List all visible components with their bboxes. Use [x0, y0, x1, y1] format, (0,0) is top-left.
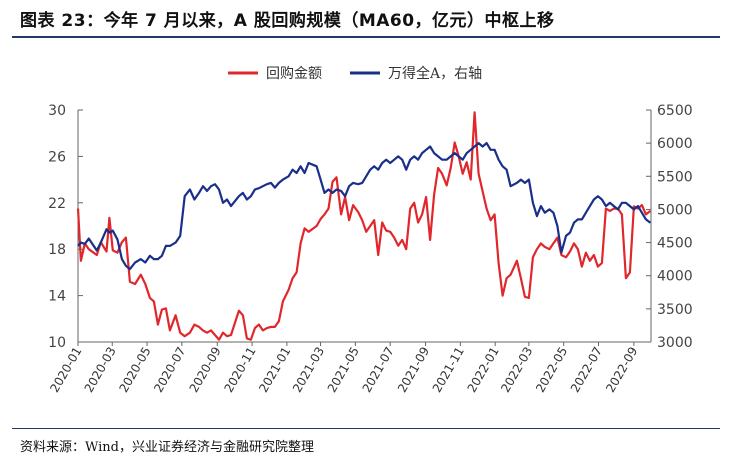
x-tick-label: 2020-11: [221, 345, 258, 395]
legend-label-repurchase: 回购金额: [266, 66, 322, 82]
y-right-tick-label: 4500: [657, 236, 693, 252]
series-layer: [76, 111, 652, 341]
x-tick-label: 2020-03: [82, 345, 119, 395]
x-tick-label: 2020-05: [116, 345, 153, 395]
x-tick-label: 2022-05: [533, 345, 570, 395]
legend-label-wind-a: 万得全A，右轴: [388, 65, 482, 82]
x-tick-label: 2021-03: [290, 345, 327, 395]
y-right-tick-label: 6000: [657, 136, 693, 152]
y-right-tick-label: 5500: [657, 169, 693, 185]
x-tick-label: 2020-09: [187, 345, 224, 395]
series-line-repurchase: [76, 111, 652, 341]
x-tick-label: 2022-01: [465, 345, 502, 395]
x-tick-label: 2022-07: [568, 345, 605, 395]
x-tick-label: 2022-09: [603, 345, 640, 395]
y-right-tick-label: 4000: [657, 269, 693, 285]
y-left-tick-label: 22: [48, 196, 66, 212]
x-tick-label: 2021-11: [430, 345, 467, 395]
x-tick-label: 2022-03: [498, 345, 535, 395]
chart-axes: 10 14 18 22 26 30 3000 3500 4000 4500 5000 5500 6000…: [47, 103, 692, 395]
title-rule: [12, 36, 720, 38]
y-right-tick-label: 6500: [657, 103, 693, 119]
x-tick-label: 2021-05: [325, 345, 362, 395]
line-chart: 回购金额 万得全A，右轴 10 14 18 22 26 30 3000 3500 4000 4500…: [47, 65, 692, 395]
y-left-tick-label: 26: [48, 149, 66, 165]
chart-legend: 回购金额 万得全A，右轴: [228, 65, 482, 82]
y-left-tick-label: 10: [48, 335, 66, 351]
x-tick-label: 2021-01: [256, 345, 293, 395]
y-right-tick-label: 3500: [657, 302, 693, 318]
y-right-tick-label: 5000: [657, 202, 693, 218]
x-tick-label: 2021-09: [395, 345, 432, 395]
x-tick-label: 2020-01: [47, 345, 84, 395]
source-note: 资料来源：Wind，兴业证券经济与金融研究院整理: [20, 440, 314, 455]
y-right-tick-label: 3000: [657, 335, 693, 351]
y-left-tick-label: 30: [48, 103, 66, 119]
series-line-wind-a: [77, 141, 652, 271]
x-tick-label: 2020-07: [151, 345, 188, 395]
x-tick-label: 2021-07: [360, 345, 397, 395]
chart-title: 图表 23：今年 7 月以来，A 股回购规模（MA60，亿元）中枢上移: [20, 11, 555, 31]
source-rule: [12, 428, 720, 429]
y-left-tick-label: 14: [48, 289, 66, 305]
y-left-tick-label: 18: [48, 242, 66, 258]
